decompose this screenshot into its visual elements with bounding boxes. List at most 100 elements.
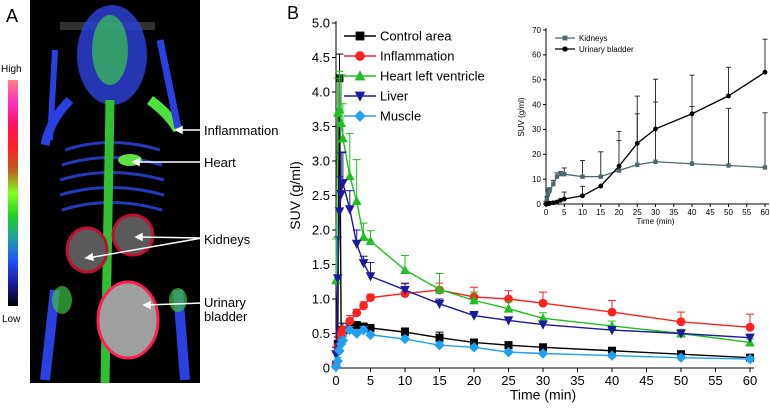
x-tick-label: 55 (742, 208, 751, 217)
annotation-heart: Heart (204, 155, 236, 170)
y-tick-label: 4.5 (312, 50, 330, 65)
data-point (635, 162, 640, 167)
colorbar-high-label: High (1, 64, 22, 75)
data-point (332, 355, 343, 367)
y-tick-label: 10 (532, 175, 541, 184)
legend-label: Kidneys (579, 34, 607, 43)
pet-ct-image (30, 0, 200, 384)
x-axis-title: Time (min) (510, 386, 576, 402)
legend-marker (354, 91, 366, 102)
data-point (539, 343, 547, 352)
x-tick-label: 45 (639, 373, 653, 388)
data-point (400, 264, 410, 275)
data-point (634, 140, 640, 146)
x-tick-label: 0 (332, 373, 339, 388)
y-tick-label: 40 (532, 100, 541, 109)
x-tick-label: 25 (633, 208, 642, 217)
panel-a-label: A (6, 6, 18, 26)
legend-label: Muscle (380, 109, 421, 124)
x-tick-label: 50 (724, 208, 733, 217)
x-tick-label: 0 (544, 208, 549, 217)
data-point (334, 207, 345, 217)
x-tick-label: 25 (501, 373, 515, 388)
y-axis-title: SUV (g/ml) (287, 161, 303, 229)
data-point (616, 168, 622, 173)
legend-marker (562, 35, 568, 41)
x-tick-label: 5 (367, 373, 374, 388)
y-tick-label: 70 (532, 26, 541, 35)
data-point (745, 322, 755, 332)
series-muscle (330, 324, 756, 372)
data-point (352, 308, 362, 318)
data-point (537, 348, 549, 359)
y-tick-label: 0.5 (312, 326, 330, 341)
data-point (762, 165, 768, 170)
legend-marker (354, 70, 366, 81)
x-tick-label: 55 (708, 373, 722, 388)
data-point (545, 191, 551, 197)
y-tick-label: 4.0 (312, 85, 330, 100)
data-point (538, 298, 548, 308)
data-point (550, 200, 556, 206)
data-point (504, 294, 513, 304)
data-point (334, 104, 345, 114)
annotation-arrows (84, 125, 203, 310)
data-point (558, 171, 563, 177)
data-point (468, 342, 480, 353)
data-point (366, 323, 375, 332)
data-point (745, 333, 755, 343)
y-tick-label: 2.0 (312, 223, 330, 238)
x-tick-label: 20 (467, 373, 481, 388)
x-tick-label: 10 (398, 373, 412, 388)
data-point (561, 196, 567, 202)
data-point (366, 293, 375, 303)
x-tick-label: 40 (605, 373, 619, 388)
data-point (598, 174, 603, 179)
data-point (762, 69, 768, 75)
data-point (358, 324, 369, 336)
data-point (358, 231, 369, 241)
data-point (676, 329, 686, 339)
data-point (434, 299, 445, 310)
data-point (689, 161, 695, 166)
x-tick-label: 50 (674, 373, 688, 388)
y-tick-label: 5.0 (312, 16, 330, 31)
legend-label: Control area (380, 29, 452, 44)
x-tick-label: 60 (743, 373, 757, 388)
x-tick-label: 15 (596, 208, 605, 217)
x-tick-label: 20 (615, 208, 624, 217)
series-urinary-bladder (543, 38, 768, 207)
data-point (726, 163, 731, 168)
data-point (562, 171, 567, 177)
x-tick-label: 10 (578, 208, 587, 217)
x-tick-label: 35 (570, 373, 584, 388)
data-point (675, 352, 687, 363)
data-point (598, 183, 604, 189)
data-point (332, 274, 343, 284)
annotation-urinary: Urinary (204, 295, 246, 310)
legend-label: Urinary bladder (579, 45, 634, 54)
x-tick-label: 40 (688, 208, 697, 217)
data-point (351, 239, 362, 249)
series-liver (331, 151, 755, 360)
data-point (689, 111, 695, 117)
data-point (653, 159, 658, 164)
y-tick-label: 2.5 (312, 188, 330, 203)
data-point (351, 195, 362, 206)
annotation-inflammation: Inflammation (204, 123, 278, 138)
data-point (504, 341, 513, 350)
y-tick-label: 3.5 (312, 119, 330, 134)
data-point (338, 179, 348, 189)
data-point (434, 340, 445, 351)
legend-label: Heart left ventricle (380, 69, 485, 84)
legend-marker (355, 31, 365, 41)
y-tick-label: 1.0 (312, 292, 330, 307)
x-tick-label: 5 (562, 208, 567, 217)
data-point (544, 196, 550, 202)
data-point (401, 328, 409, 337)
panel-b-label: B (287, 3, 299, 23)
data-point (365, 329, 376, 341)
data-point (400, 286, 410, 296)
data-point (435, 333, 444, 342)
